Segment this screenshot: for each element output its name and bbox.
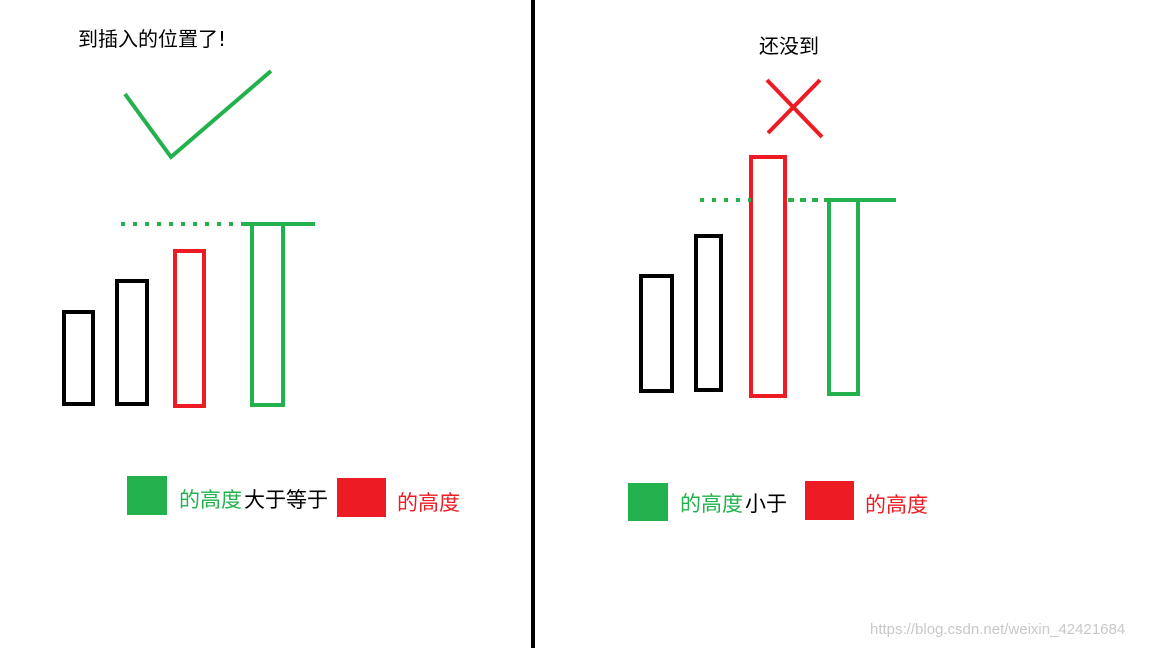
green-swatch <box>127 476 167 515</box>
watermark: https://blog.csdn.net/weixin_42421684 <box>870 621 1126 638</box>
black-bar-1 <box>639 274 674 393</box>
green-swatch <box>628 483 668 521</box>
red-height-label: 的高度 <box>865 493 928 517</box>
red-height-label: 的高度 <box>397 491 460 515</box>
cross-icon-stroke-2 <box>766 78 822 135</box>
green-bar <box>827 198 860 396</box>
check-icon <box>123 69 273 160</box>
green-bar <box>250 222 285 407</box>
relation-label: 大于等于 <box>244 488 328 512</box>
red-bar <box>749 155 787 398</box>
right-panel-title: 还没到 <box>759 34 819 58</box>
red-swatch <box>337 478 386 517</box>
green-height-label: 的高度 <box>179 488 242 512</box>
black-bar-2 <box>115 279 149 406</box>
relation-label: 小于 <box>745 492 787 516</box>
red-bar <box>173 249 206 408</box>
black-bar-2 <box>694 234 723 392</box>
black-bar-1 <box>62 310 95 406</box>
red-swatch <box>805 481 854 520</box>
green-height-label: 的高度 <box>680 492 743 516</box>
left-panel-title: 到插入的位置了! <box>78 27 227 51</box>
